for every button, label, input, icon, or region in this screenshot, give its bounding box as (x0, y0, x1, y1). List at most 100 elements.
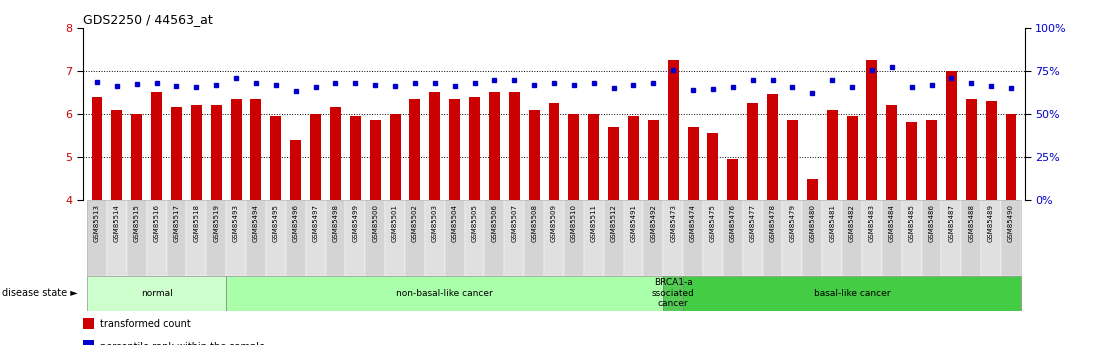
Text: GSM85473: GSM85473 (670, 204, 676, 242)
Bar (429, 92, 440, 200)
Text: GSM85497: GSM85497 (312, 204, 319, 242)
Bar (648, 120, 659, 200)
Bar (866, 60, 878, 200)
Bar (742, 200, 762, 276)
Text: BRCA1-a
ssociated
cancer: BRCA1-a ssociated cancer (652, 278, 695, 308)
Bar (410, 99, 420, 200)
Text: GSM85474: GSM85474 (690, 204, 696, 242)
Bar (747, 103, 758, 200)
Text: GSM85503: GSM85503 (432, 204, 438, 242)
Bar (346, 200, 366, 276)
Bar (986, 101, 996, 200)
Bar (862, 200, 882, 276)
Text: GSM85514: GSM85514 (114, 204, 120, 242)
Bar (464, 200, 484, 276)
Bar (484, 200, 504, 276)
Bar (131, 114, 142, 200)
Text: basal-like cancer: basal-like cancer (813, 289, 891, 298)
Text: GSM85504: GSM85504 (452, 204, 458, 242)
Text: GSM85499: GSM85499 (352, 204, 358, 242)
Bar (524, 200, 544, 276)
Bar (762, 200, 782, 276)
Text: non-basal-like cancer: non-basal-like cancer (397, 289, 493, 298)
Text: disease state ►: disease state ► (2, 288, 78, 298)
Bar (107, 200, 126, 276)
Bar (166, 200, 186, 276)
Text: GSM85482: GSM85482 (849, 204, 855, 242)
Text: GSM85517: GSM85517 (174, 204, 179, 242)
Bar (310, 114, 321, 200)
Bar (350, 116, 361, 200)
Text: GSM85478: GSM85478 (770, 204, 776, 242)
Bar (822, 200, 842, 276)
Bar (787, 120, 798, 200)
Bar (469, 97, 480, 200)
Bar (504, 200, 524, 276)
Text: GSM85493: GSM85493 (233, 204, 239, 242)
Bar (684, 200, 702, 276)
Text: GSM85491: GSM85491 (630, 204, 636, 242)
Bar (509, 92, 520, 200)
Text: GSM85508: GSM85508 (531, 204, 537, 242)
Bar (946, 71, 957, 200)
Bar (906, 122, 917, 200)
Bar (926, 120, 937, 200)
Bar (886, 105, 897, 200)
Bar (727, 159, 738, 200)
Bar (628, 116, 639, 200)
Bar (406, 200, 424, 276)
Bar (88, 200, 107, 276)
Text: GSM85516: GSM85516 (154, 204, 160, 242)
Bar (644, 200, 664, 276)
Bar (588, 114, 599, 200)
Bar (366, 200, 386, 276)
Bar (688, 127, 698, 200)
Text: GSM85506: GSM85506 (491, 204, 497, 242)
Bar (449, 99, 460, 200)
Bar (584, 200, 604, 276)
Bar (390, 114, 400, 200)
Text: GSM85488: GSM85488 (968, 204, 974, 242)
Text: GSM85501: GSM85501 (392, 204, 398, 242)
Text: percentile rank within the sample: percentile rank within the sample (100, 342, 265, 345)
Bar (191, 105, 202, 200)
Text: GSM85502: GSM85502 (412, 204, 418, 242)
Bar (286, 200, 306, 276)
Text: GSM85485: GSM85485 (909, 204, 914, 242)
Bar (246, 200, 266, 276)
Text: GSM85495: GSM85495 (273, 204, 279, 242)
Bar (226, 276, 664, 310)
Text: GSM85486: GSM85486 (929, 204, 934, 242)
Text: GSM85498: GSM85498 (332, 204, 338, 242)
Bar (326, 200, 346, 276)
Text: GSM85476: GSM85476 (730, 204, 736, 242)
Bar (151, 92, 162, 200)
Text: GSM85481: GSM85481 (829, 204, 835, 242)
Bar (782, 200, 802, 276)
Bar (847, 116, 858, 200)
Text: GSM85494: GSM85494 (253, 204, 259, 242)
Bar (842, 200, 862, 276)
Text: GSM85480: GSM85480 (809, 204, 815, 242)
Text: GSM85510: GSM85510 (571, 204, 577, 242)
Bar (1001, 200, 1020, 276)
Bar (444, 200, 464, 276)
Bar (962, 200, 982, 276)
Text: GSM85513: GSM85513 (94, 204, 100, 242)
Bar (386, 200, 406, 276)
Bar (186, 200, 206, 276)
Text: GSM85489: GSM85489 (988, 204, 994, 242)
Text: GSM85492: GSM85492 (650, 204, 656, 242)
Bar (306, 200, 326, 276)
Bar (83, 341, 94, 345)
Bar (88, 276, 226, 310)
Bar (982, 200, 1001, 276)
Bar (942, 200, 962, 276)
Text: GSM85507: GSM85507 (511, 204, 517, 242)
Bar (624, 200, 644, 276)
Text: transformed count: transformed count (100, 319, 191, 329)
Bar (370, 120, 381, 200)
Bar (226, 200, 246, 276)
Bar (802, 200, 822, 276)
Bar (230, 99, 242, 200)
